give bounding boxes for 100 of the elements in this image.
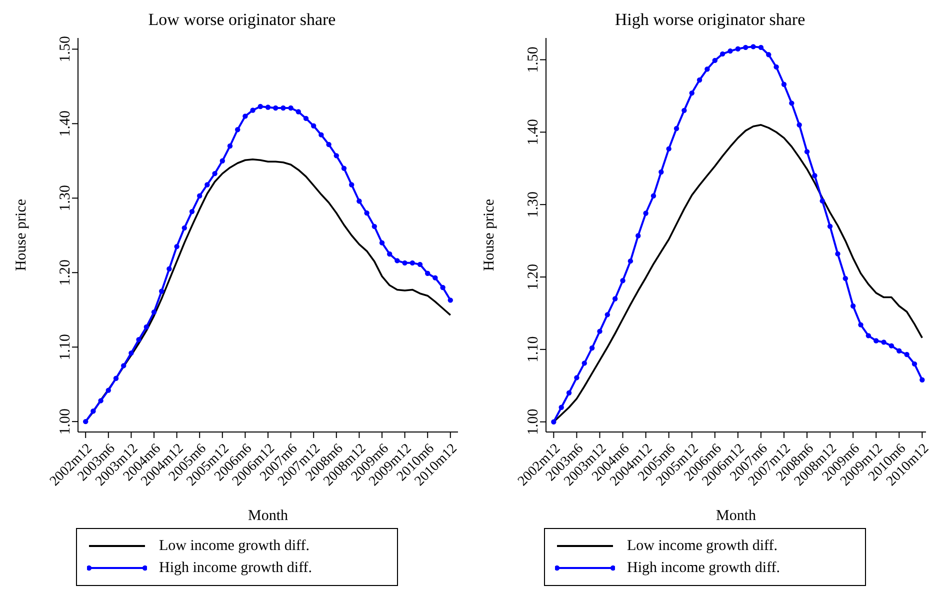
point [820, 198, 825, 204]
point [106, 388, 111, 393]
point [712, 58, 718, 64]
point [265, 104, 271, 110]
point [182, 225, 187, 231]
point [235, 127, 240, 132]
point [280, 105, 286, 111]
point [781, 82, 787, 87]
point [258, 104, 263, 110]
point [750, 44, 756, 50]
point [303, 116, 309, 122]
point [888, 343, 894, 348]
point [566, 390, 572, 396]
y-tick-label: 1.10 [57, 334, 74, 360]
y-tick-label: 1.00 [525, 408, 542, 435]
point [881, 340, 886, 345]
point [417, 262, 423, 268]
y-tick-label: 1.30 [57, 185, 74, 212]
point [166, 266, 172, 272]
legend-label: Low income growth diff. [627, 538, 778, 554]
point [144, 324, 149, 330]
point [349, 182, 354, 188]
point [589, 345, 595, 351]
point [273, 105, 278, 111]
point [804, 149, 810, 154]
point [326, 142, 332, 148]
point [558, 404, 564, 410]
chart-title: High worse originator share [614, 9, 806, 31]
chart-title: Low worse originator share [147, 9, 337, 31]
point [174, 244, 180, 250]
y-tick-label: 1.10 [525, 336, 542, 363]
point [372, 224, 377, 230]
legend-label: High income growth diff. [627, 560, 780, 576]
point [121, 363, 126, 368]
point [334, 153, 339, 158]
point [650, 193, 656, 198]
point [666, 146, 672, 152]
y-tick-label: 1.20 [525, 264, 542, 290]
x-axis-title: Month [716, 508, 756, 524]
point [311, 123, 316, 128]
point [674, 126, 680, 132]
point [410, 260, 415, 266]
y-tick-label: 1.30 [525, 191, 542, 218]
point [250, 108, 256, 113]
point [128, 350, 134, 356]
point [812, 173, 818, 178]
point [83, 418, 88, 424]
x-axis-title: Month [248, 508, 288, 524]
point [643, 210, 648, 216]
point [735, 46, 741, 52]
point [728, 48, 733, 54]
point [151, 309, 157, 315]
point [341, 166, 347, 171]
point [227, 143, 233, 149]
y-tick-label: 1.20 [57, 259, 74, 286]
point [774, 64, 779, 70]
point [98, 398, 104, 404]
point [658, 169, 664, 175]
point [159, 288, 164, 294]
point [704, 66, 710, 72]
point [189, 208, 195, 214]
line-series [552, 124, 924, 423]
point [912, 361, 918, 367]
point [394, 258, 400, 264]
point [440, 284, 446, 290]
point [432, 275, 438, 280]
point [597, 328, 602, 334]
point [742, 44, 748, 50]
y-tick-label: 1.40 [525, 119, 542, 146]
point [758, 44, 764, 50]
point [356, 198, 362, 204]
point [288, 105, 294, 111]
point [604, 312, 610, 318]
point [866, 333, 872, 338]
point [874, 338, 879, 344]
point [90, 408, 96, 414]
point [612, 296, 618, 302]
y-axis-title: House price [13, 198, 30, 272]
point [574, 375, 580, 380]
point [766, 52, 772, 58]
point [387, 251, 392, 257]
point [920, 377, 925, 382]
y-tick-label: 1.40 [57, 110, 74, 137]
point [789, 100, 794, 106]
point [582, 360, 587, 366]
point [850, 303, 856, 309]
point [689, 90, 694, 96]
point [842, 276, 848, 282]
point [720, 51, 726, 57]
point [796, 122, 802, 128]
legend-label: High income growth diff. [159, 560, 312, 576]
point [364, 210, 370, 216]
y-tick-label: 1.00 [57, 408, 74, 435]
y-tick-label: 1.50 [57, 36, 74, 62]
point [136, 337, 142, 342]
point [620, 278, 626, 284]
point [220, 158, 225, 164]
y-tick-label: 1.50 [525, 46, 542, 73]
point [318, 132, 324, 138]
point [402, 260, 408, 266]
